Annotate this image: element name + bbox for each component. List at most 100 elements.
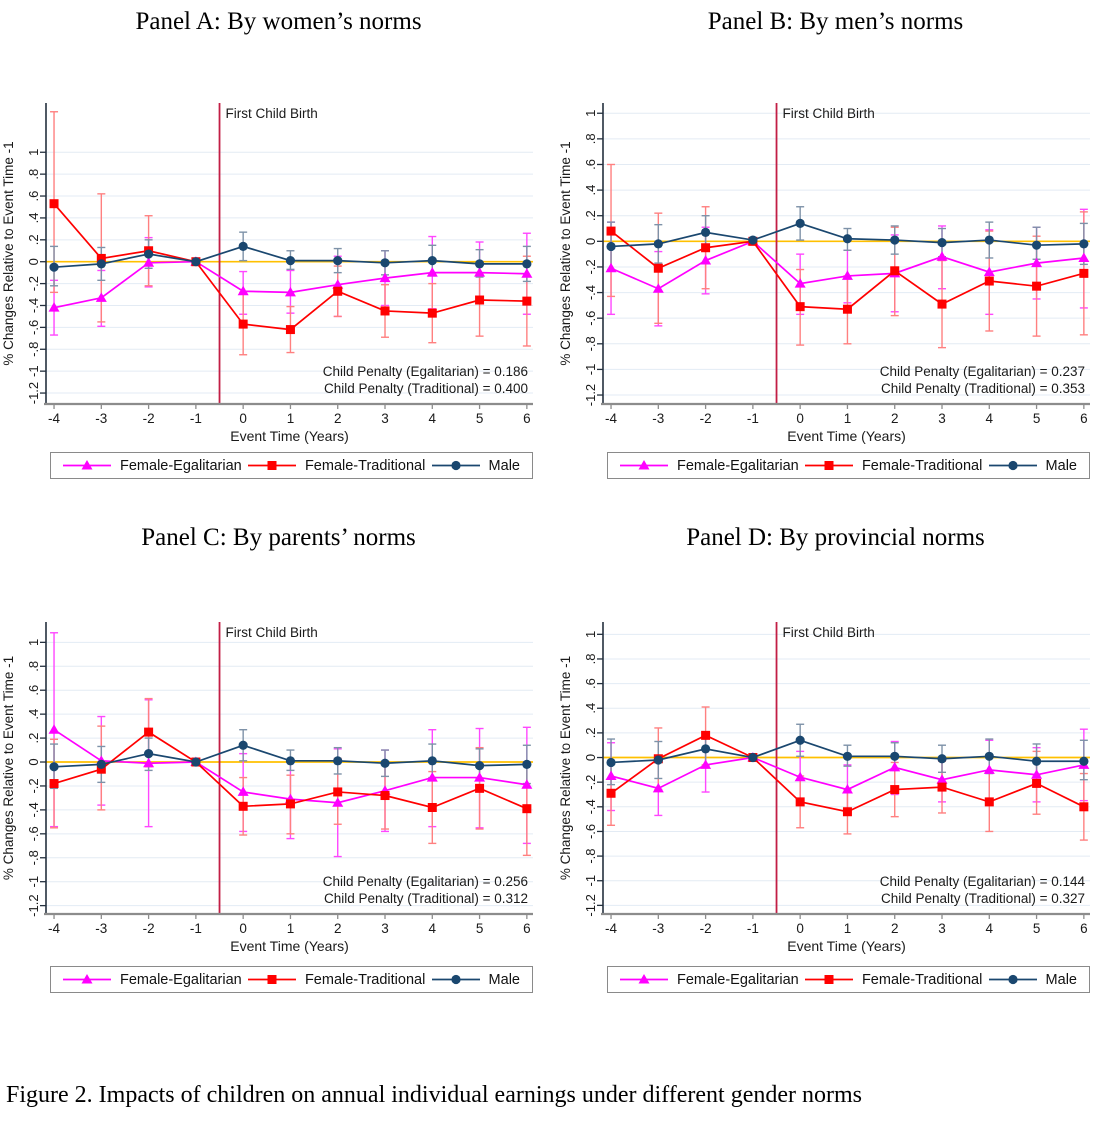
- svg-text:-2: -2: [143, 921, 155, 936]
- svg-text:2: 2: [891, 411, 899, 426]
- svg-text:3: 3: [381, 411, 389, 426]
- svg-text:1: 1: [287, 921, 295, 936]
- svg-text:-.2: -.2: [26, 276, 41, 291]
- svg-text:5: 5: [476, 411, 484, 426]
- svg-text:-.6: -.6: [583, 824, 598, 839]
- panel-b-chart: First Child Birth 1 .8 .6 .4 .2 0 -.2 -.4 -.6 -.8 -…: [558, 103, 1090, 444]
- svg-text:Child Penalty (Egalitarian) =: Child Penalty (Egalitarian) = 0.256: [323, 874, 528, 889]
- panel-b: Panel B: By men’s norms First Child Birt…: [557, 0, 1114, 500]
- legend-item-female-traditional: Female-Traditional: [804, 972, 982, 988]
- svg-text:1: 1: [583, 631, 598, 638]
- svg-text:Child Penalty (Egalitarian) =: Child Penalty (Egalitarian) = 0.186: [323, 364, 528, 379]
- svg-text:.2: .2: [26, 733, 41, 744]
- panel-b-legend: Female-Egalitarian Female-Traditional Male: [607, 452, 1090, 479]
- x-axis-title: Event Time (Years): [230, 938, 349, 954]
- square-marker-icon: [247, 461, 296, 470]
- first-child-birth-label: First Child Birth: [226, 106, 318, 121]
- ci-bars-square: [50, 111, 531, 356]
- circle-marker-icon: [988, 974, 1037, 985]
- series-male: [606, 735, 1089, 768]
- svg-text:.2: .2: [583, 727, 598, 738]
- figure-caption: Figure 2. Impacts of children on annual …: [6, 1082, 862, 1108]
- panel-c-title: Panel C: By parents’ norms: [141, 524, 416, 551]
- legend-label: Female-Egalitarian: [120, 971, 242, 988]
- svg-text:-1: -1: [747, 411, 759, 426]
- svg-text:2: 2: [334, 411, 342, 426]
- y-axis-ticks: 1 .8 .6 .4 .2 0 -.2 -.4 -.6 -.8 -1 -1.2: [583, 631, 603, 917]
- svg-text:-1.2: -1.2: [26, 894, 41, 916]
- svg-text:.4: .4: [583, 185, 598, 196]
- svg-text:-1: -1: [583, 364, 598, 376]
- series-female-traditional: [606, 730, 1089, 817]
- svg-text:Child Penalty (Egalitarian) =: Child Penalty (Egalitarian) = 0.237: [880, 364, 1085, 379]
- svg-text:-.4: -.4: [26, 298, 41, 313]
- svg-text:.8: .8: [26, 661, 41, 672]
- svg-text:.2: .2: [26, 234, 41, 245]
- svg-text:1: 1: [583, 110, 598, 117]
- svg-text:-.4: -.4: [583, 799, 598, 814]
- svg-text:.4: .4: [583, 703, 598, 714]
- svg-text:.2: .2: [583, 210, 598, 221]
- svg-text:0: 0: [239, 921, 247, 936]
- panel-a-title: Panel A: By women’s norms: [135, 8, 422, 35]
- panel-c-chart: First Child Birth 1 .8 .6 .4 .2 0 -.2 -.4 -.6 -.8 -…: [1, 622, 533, 954]
- svg-text:-1: -1: [26, 876, 41, 888]
- svg-text:-1: -1: [190, 921, 202, 936]
- circle-marker-icon: [431, 974, 480, 985]
- svg-text:Child Penalty (Traditional) =: Child Penalty (Traditional) = 0.312: [324, 891, 528, 906]
- svg-text:-.6: -.6: [26, 826, 41, 841]
- svg-text:-1: -1: [190, 411, 202, 426]
- svg-text:-.2: -.2: [26, 778, 41, 793]
- legend-label: Female-Traditional: [861, 457, 983, 474]
- legend-item-female-traditional: Female-Traditional: [247, 458, 425, 474]
- circle-marker-icon: [431, 460, 480, 471]
- svg-text:6: 6: [523, 411, 531, 426]
- series-female-traditional: [49, 727, 532, 814]
- svg-text:-3: -3: [652, 411, 664, 426]
- circle-marker-icon: [988, 460, 1037, 471]
- svg-text:-3: -3: [95, 921, 107, 936]
- svg-text:-4: -4: [605, 921, 617, 936]
- legend-item-female-egalitarian: Female-Egalitarian: [620, 972, 799, 988]
- panel-d: Panel D: By provincial norms First Child…: [557, 500, 1114, 1045]
- first-child-birth-label: First Child Birth: [226, 625, 318, 640]
- svg-text:1: 1: [26, 639, 41, 646]
- x-axis-ticks: -4 -3 -2 -1 0 1 2 3 4 5 6: [605, 914, 1088, 936]
- legend-item-male: Male: [431, 971, 520, 988]
- series-female-egalitarian: [605, 752, 1090, 794]
- svg-text:4: 4: [986, 921, 994, 936]
- svg-text:-1.2: -1.2: [583, 894, 598, 916]
- panel-d-chart: First Child Birth 1 .8 .6 .4 .2 0 -.2 -.4 -.6 -.8 -…: [558, 622, 1090, 954]
- legend-label: Male: [488, 971, 520, 988]
- svg-text:3: 3: [938, 411, 946, 426]
- svg-text:6: 6: [1080, 921, 1088, 936]
- svg-text:0: 0: [583, 754, 598, 761]
- svg-text:.8: .8: [583, 654, 598, 665]
- legend-item-female-egalitarian: Female-Egalitarian: [63, 458, 242, 474]
- y-axis-title: % Changes Relative to Event Time -1: [1, 656, 16, 880]
- series-male: [606, 218, 1089, 252]
- svg-text:5: 5: [1033, 921, 1041, 936]
- svg-text:-1: -1: [26, 365, 41, 377]
- legend-label: Female-Egalitarian: [677, 971, 799, 988]
- svg-text:4: 4: [429, 411, 437, 426]
- svg-text:-2: -2: [700, 921, 712, 936]
- y-axis-ticks: 1 .8 .6 .4 .2 0 -.2 -.4 -.6 -.8 -1 -1.2: [583, 110, 603, 406]
- svg-text:1: 1: [844, 411, 852, 426]
- svg-text:.6: .6: [583, 678, 598, 689]
- svg-text:0: 0: [239, 411, 247, 426]
- gridlines: [46, 641, 533, 907]
- svg-text:-4: -4: [605, 411, 617, 426]
- svg-text:-2: -2: [700, 411, 712, 426]
- triangle-marker-icon: [63, 974, 111, 984]
- first-child-birth-label: First Child Birth: [783, 625, 875, 640]
- svg-text:.8: .8: [26, 169, 41, 180]
- square-marker-icon: [247, 975, 296, 984]
- svg-text:5: 5: [476, 921, 484, 936]
- panel-a: Panel A: By women’s norms First Child Bi…: [0, 0, 557, 500]
- panel-c: Panel C: By parents’ norms First Child B…: [0, 500, 557, 1045]
- square-marker-icon: [804, 461, 853, 470]
- series-male: [49, 740, 532, 772]
- legend-item-female-egalitarian: Female-Egalitarian: [620, 458, 799, 474]
- legend-item-male: Male: [988, 972, 1077, 988]
